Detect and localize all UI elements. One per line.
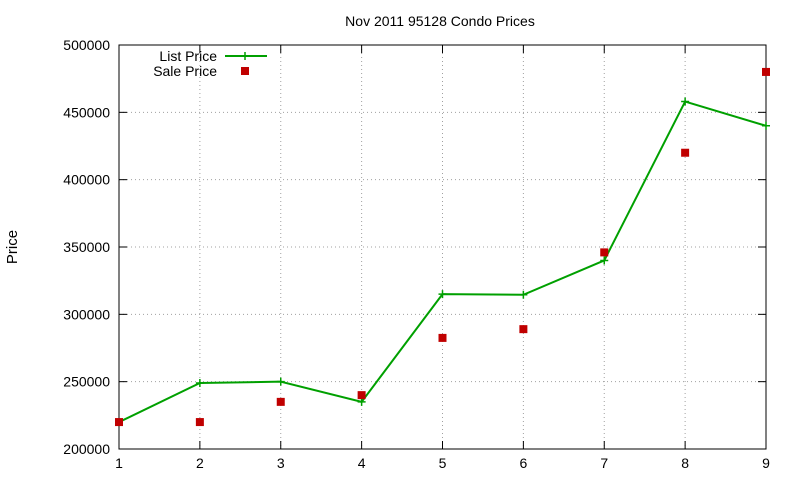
sale-price-point (600, 248, 609, 257)
y-tick-label: 450000 (63, 104, 110, 120)
y-tick-label: 300000 (63, 306, 110, 322)
list-price-point (276, 377, 285, 386)
y-tick-label: 200000 (63, 441, 110, 457)
plot-frame (118, 44, 767, 450)
y-axis-label: Price (4, 230, 21, 264)
y-tick-label: 250000 (63, 374, 110, 390)
list-price-point (600, 256, 609, 265)
legend: List Price Sale Price (153, 48, 267, 79)
grid-lines (119, 45, 766, 449)
legend-label-list-price: List Price (159, 48, 217, 64)
sale-price-point (519, 325, 528, 334)
legend-label-sale-price: Sale Price (153, 63, 217, 79)
x-axis-ticks: 1 2 3 4 5 6 7 8 9 (115, 45, 770, 471)
x-tick-label: 3 (277, 455, 285, 471)
x-tick-label: 9 (762, 455, 770, 471)
legend-marker-sale-price (241, 67, 249, 75)
sale-price-point (681, 148, 690, 157)
sale-price-point (195, 418, 204, 427)
sale-price-point (438, 333, 447, 342)
x-tick-label: 5 (439, 455, 447, 471)
list-price-point (357, 397, 366, 406)
sale-price-point (276, 397, 285, 406)
x-tick-label: 8 (681, 455, 689, 471)
y-tick-label: 500000 (63, 37, 110, 53)
y-tick-label: 350000 (63, 239, 110, 255)
x-tick-label: 1 (115, 455, 123, 471)
sale-price-point (357, 391, 366, 400)
x-tick-label: 4 (358, 455, 366, 471)
sale-price-point (762, 67, 770, 76)
list-price-point (681, 97, 690, 106)
x-tick-label: 6 (519, 455, 527, 471)
list-price-point (762, 121, 770, 130)
legend-marker-list-price (241, 52, 249, 60)
list-price-point (519, 290, 528, 299)
y-axis-ticks: 200000 250000 300000 350000 400000 450000 5000… (63, 37, 766, 457)
y-tick-label: 400000 (63, 172, 110, 188)
x-tick-label: 7 (600, 455, 608, 471)
list-price-point (438, 290, 447, 299)
x-tick-label: 2 (196, 455, 204, 471)
sale-price-point (115, 418, 123, 427)
list-price-point (195, 379, 204, 388)
series-sale-price (115, 67, 770, 427)
chart-title: Nov 2011 95128 Condo Prices (345, 13, 535, 29)
